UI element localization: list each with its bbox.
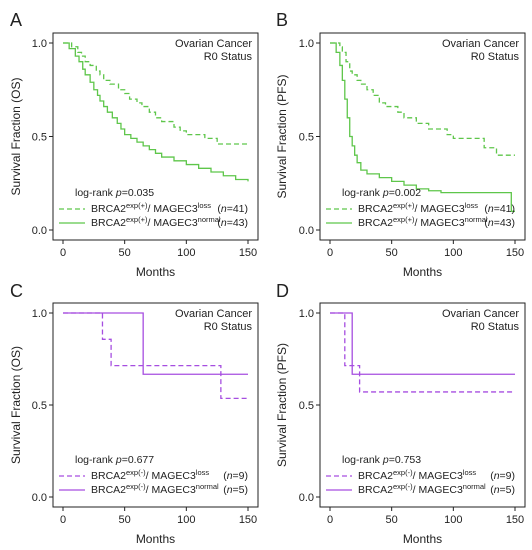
x-tick-label: 50 xyxy=(386,247,398,259)
x-tick-label: 100 xyxy=(177,247,195,259)
panel-label: B xyxy=(276,10,288,30)
legend-n: (n=43) xyxy=(484,217,515,229)
legend-n: (n=41) xyxy=(217,203,248,215)
panel-label: C xyxy=(10,281,23,301)
x-tick-label: 50 xyxy=(386,514,398,526)
km-panel-b: B 0 50 100 150 0.0 0.5 1.0 Months Survival Fracti… xyxy=(275,10,526,279)
y-tick-label: 1.0 xyxy=(299,38,314,50)
x-tick-label: 150 xyxy=(506,514,524,526)
x-tick-label: 100 xyxy=(177,514,195,526)
chart-subtitle: R0 Status xyxy=(471,321,520,333)
y-tick-label: 0.5 xyxy=(299,400,314,412)
y-tick-label: 0.5 xyxy=(32,400,47,412)
km-curve-solid xyxy=(63,42,249,182)
x-tick-label: 100 xyxy=(444,247,462,259)
km-panel-d: D 0 50 100 150 0.0 0.5 1.0 Months Survival Fracti… xyxy=(275,281,526,546)
chart-title: Ovarian Cancer xyxy=(442,38,519,50)
x-tick-label: 100 xyxy=(444,514,462,526)
legend-n: (n=9) xyxy=(223,470,248,482)
km-curve-dashed xyxy=(63,312,248,400)
y-axis-title: Survival Fraction (OS) xyxy=(9,77,23,195)
y-axis-title: Survival Fraction (PFS) xyxy=(275,74,289,198)
logrank-text: log-rank p=0.753 xyxy=(342,454,421,466)
y-tick-label: 1.0 xyxy=(299,308,314,320)
km-curve-dashed xyxy=(63,42,248,145)
x-tick-label: 50 xyxy=(119,514,131,526)
y-axis-title: Survival Fraction (OS) xyxy=(9,346,23,464)
y-tick-label: 0.0 xyxy=(32,492,47,504)
km-curve-solid xyxy=(330,42,515,212)
x-axis-title: Months xyxy=(136,265,175,279)
y-tick-label: 0.0 xyxy=(299,492,314,504)
km-curve-dashed xyxy=(330,42,515,156)
chart-title: Ovarian Cancer xyxy=(175,308,252,320)
km-curve-solid xyxy=(330,312,515,375)
legend-n: (n=43) xyxy=(217,217,248,229)
y-tick-label: 0.0 xyxy=(32,225,47,237)
km-panel-c: C 0 50 100 150 0.0 0.5 1.0 Months Survival Fracti… xyxy=(9,281,259,546)
legend-n: (n=5) xyxy=(490,484,515,496)
x-tick-label: 0 xyxy=(327,514,333,526)
logrank-text: log-rank p=0.035 xyxy=(75,187,154,199)
y-tick-label: 1.0 xyxy=(32,38,47,50)
panel-label: A xyxy=(10,10,22,30)
legend-label: BRCA2exp(+)/ MAGEC3normal xyxy=(91,215,221,229)
legend-n: (n=41) xyxy=(484,203,515,215)
logrank-text: log-rank p=0.677 xyxy=(75,454,154,466)
legend-label: BRCA2exp(+)/ MAGEC3normal xyxy=(358,215,488,229)
x-axis-title: Months xyxy=(136,532,175,546)
y-tick-label: 0.0 xyxy=(299,225,314,237)
chart-title: Ovarian Cancer xyxy=(442,308,519,320)
km-curve-solid xyxy=(63,312,248,375)
x-tick-label: 150 xyxy=(239,514,257,526)
x-tick-label: 150 xyxy=(506,247,524,259)
x-tick-label: 0 xyxy=(327,247,333,259)
logrank-text: log-rank p=0.002 xyxy=(342,187,421,199)
y-tick-label: 0.5 xyxy=(32,132,47,144)
chart-subtitle: R0 Status xyxy=(204,51,253,63)
x-axis-title: Months xyxy=(403,265,442,279)
x-tick-label: 0 xyxy=(60,514,66,526)
legend-label: BRCA2exp(-)/ MAGEC3normal xyxy=(358,482,486,496)
x-tick-label: 150 xyxy=(239,247,257,259)
x-tick-label: 0 xyxy=(60,247,66,259)
legend-n: (n=5) xyxy=(223,484,248,496)
x-axis-title: Months xyxy=(403,532,442,546)
y-tick-label: 1.0 xyxy=(32,308,47,320)
legend-label: BRCA2exp(-)/ MAGEC3loss xyxy=(358,468,476,482)
chart-title: Ovarian Cancer xyxy=(175,38,252,50)
legend-label: BRCA2exp(+)/ MAGEC3loss xyxy=(358,201,478,215)
y-tick-label: 0.5 xyxy=(299,132,314,144)
legend-n: (n=9) xyxy=(490,470,515,482)
x-tick-label: 50 xyxy=(119,247,131,259)
y-axis-title: Survival Fraction (PFS) xyxy=(275,343,289,467)
chart-subtitle: R0 Status xyxy=(471,51,520,63)
legend-label: BRCA2exp(+)/ MAGEC3loss xyxy=(91,201,211,215)
legend-label: BRCA2exp(-)/ MAGEC3loss xyxy=(91,468,209,482)
legend-label: BRCA2exp(-)/ MAGEC3normal xyxy=(91,482,219,496)
chart-subtitle: R0 Status xyxy=(204,321,253,333)
km-panel-a: A 0 50 100 150 0.0 0.5 1.0 Months Survival Fracti… xyxy=(9,10,259,279)
panel-label: D xyxy=(276,281,289,301)
